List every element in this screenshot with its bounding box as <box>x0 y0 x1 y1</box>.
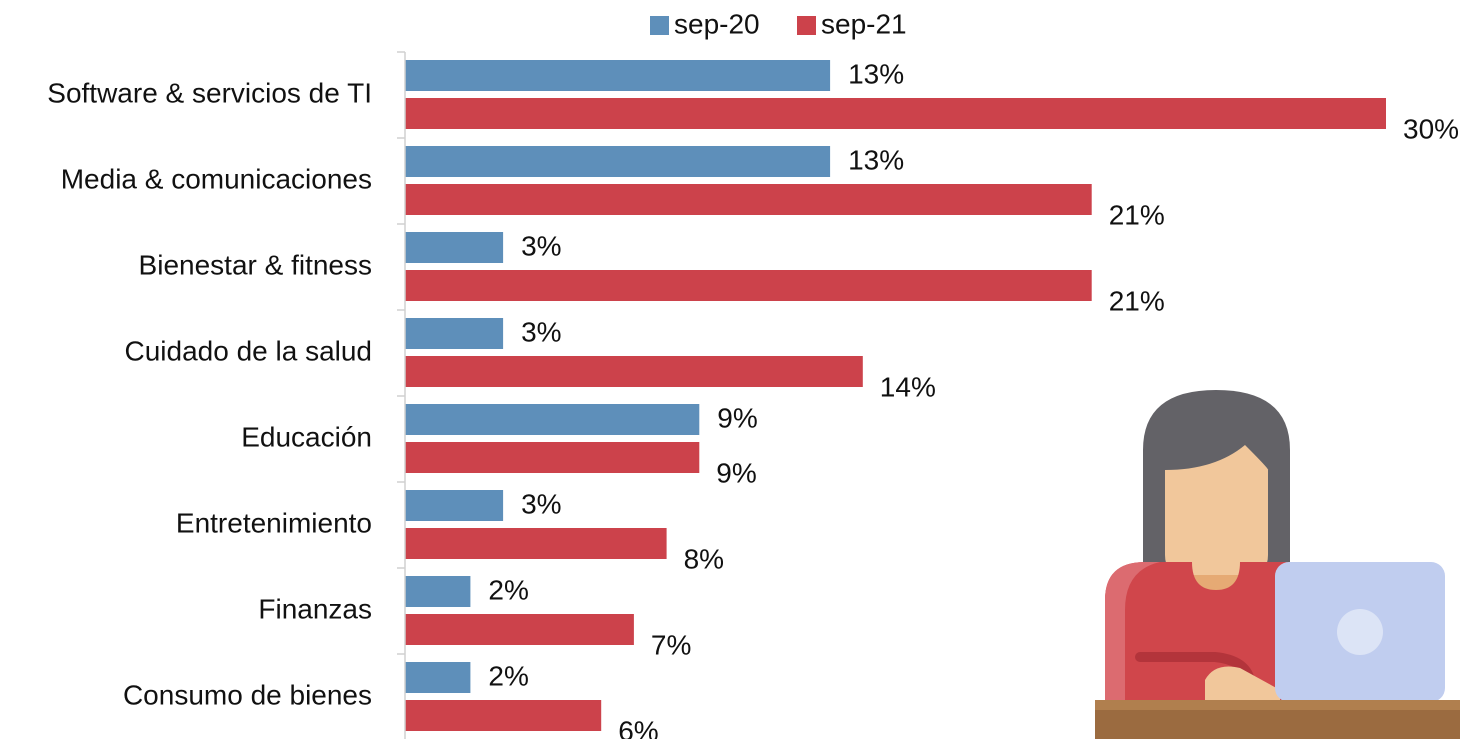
bar <box>405 576 471 607</box>
data-label: 3% <box>521 488 561 519</box>
bar <box>405 184 1092 215</box>
bar <box>405 442 700 473</box>
bar <box>405 318 504 349</box>
data-label: 9% <box>716 457 756 488</box>
bar <box>405 662 471 693</box>
y-tick-label: Bienestar & fitness <box>139 249 372 280</box>
body-light <box>1105 562 1160 700</box>
y-tick-label: Software & servicios de TI <box>47 77 372 108</box>
legend-label: sep-20 <box>674 8 760 39</box>
data-label: 8% <box>684 543 724 574</box>
bar <box>405 614 634 645</box>
data-label: 21% <box>1109 285 1165 316</box>
y-tick-label: Educación <box>241 421 372 452</box>
bar <box>405 700 602 731</box>
legend-swatch <box>650 16 669 35</box>
face <box>1165 445 1269 575</box>
bar <box>405 270 1092 301</box>
bar <box>405 232 504 263</box>
bar <box>405 60 831 91</box>
y-tick-label: Cuidado de la salud <box>124 335 372 366</box>
bar <box>405 356 863 387</box>
data-label: 13% <box>848 58 904 89</box>
y-tick-label: Finanzas <box>258 593 372 624</box>
legend-label: sep-21 <box>821 8 907 39</box>
legend-swatch <box>797 16 816 35</box>
hand <box>1205 666 1280 700</box>
data-label: 14% <box>880 371 936 402</box>
data-label: 7% <box>651 629 691 660</box>
desk-top <box>1095 700 1460 710</box>
data-label: 9% <box>717 402 757 433</box>
bar <box>405 98 1386 129</box>
data-label: 6% <box>618 715 658 739</box>
laptop-logo <box>1337 609 1383 655</box>
data-label: 2% <box>488 574 528 605</box>
bar <box>405 404 700 435</box>
data-label: 30% <box>1403 113 1459 144</box>
y-tick-label: Consumo de bienes <box>123 679 372 710</box>
data-label: 3% <box>521 230 561 261</box>
bar <box>405 528 667 559</box>
bar <box>405 146 831 177</box>
data-label: 2% <box>488 660 528 691</box>
illustration <box>1095 390 1460 739</box>
body <box>1105 562 1290 700</box>
bar <box>405 490 504 521</box>
y-tick-label: Entretenimiento <box>176 507 372 538</box>
data-label: 3% <box>521 316 561 347</box>
y-tick-label: Media & comunicaciones <box>61 163 372 194</box>
data-label: 21% <box>1109 199 1165 230</box>
data-label: 13% <box>848 144 904 175</box>
